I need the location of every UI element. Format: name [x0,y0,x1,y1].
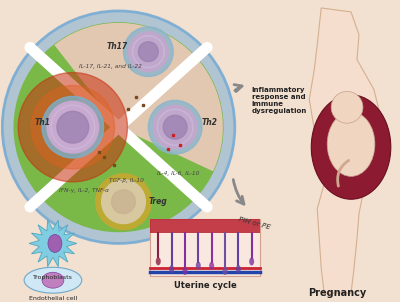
Polygon shape [54,23,223,171]
Ellipse shape [182,267,188,275]
Circle shape [138,42,158,62]
Ellipse shape [236,265,241,273]
Ellipse shape [24,267,82,293]
Polygon shape [309,8,384,293]
Circle shape [31,85,114,169]
Text: Endothelial cell: Endothelial cell [29,296,77,301]
Circle shape [331,92,363,123]
Ellipse shape [42,272,64,288]
FancyArrowPatch shape [338,160,349,186]
Circle shape [153,105,197,149]
Circle shape [163,115,187,139]
Ellipse shape [222,267,228,275]
Text: PIH or PE: PIH or PE [238,217,271,231]
Circle shape [148,100,202,154]
Text: TGF-β, IL-10: TGF-β, IL-10 [109,178,144,183]
Polygon shape [29,220,77,267]
Circle shape [124,27,173,76]
Text: Treg: Treg [148,197,167,206]
Circle shape [14,23,223,232]
Circle shape [112,190,136,214]
Text: Uterine cycle: Uterine cycle [174,281,236,290]
Circle shape [47,101,99,153]
Ellipse shape [48,234,62,252]
FancyBboxPatch shape [150,219,260,233]
Text: IL-17, IL-21, and IL-22: IL-17, IL-21, and IL-22 [79,63,142,69]
Text: Th1: Th1 [35,118,51,127]
Ellipse shape [196,262,201,270]
Circle shape [57,111,89,143]
Text: Trophoblasts: Trophoblasts [33,275,73,280]
Text: IL-4, IL-6, IL-10: IL-4, IL-6, IL-10 [157,171,199,176]
Ellipse shape [311,95,391,199]
Ellipse shape [327,112,375,176]
Circle shape [96,174,151,230]
Ellipse shape [209,262,214,270]
Text: Inflammatory
response and
immune
dysregulation: Inflammatory response and immune dysregu… [252,88,307,114]
Circle shape [128,32,168,72]
FancyArrowPatch shape [233,180,244,204]
Circle shape [2,11,235,243]
Text: Th2: Th2 [202,118,218,127]
FancyArrowPatch shape [234,85,242,92]
Circle shape [102,180,145,223]
Circle shape [42,96,104,158]
Text: Th17: Th17 [106,42,128,51]
Ellipse shape [156,257,161,265]
Text: IFN-γ, IL-2, TNF-α: IFN-γ, IL-2, TNF-α [59,188,109,193]
FancyBboxPatch shape [150,219,260,276]
Circle shape [18,72,128,182]
Ellipse shape [169,265,174,273]
Ellipse shape [249,258,254,265]
Text: Pregnancy: Pregnancy [308,288,366,298]
